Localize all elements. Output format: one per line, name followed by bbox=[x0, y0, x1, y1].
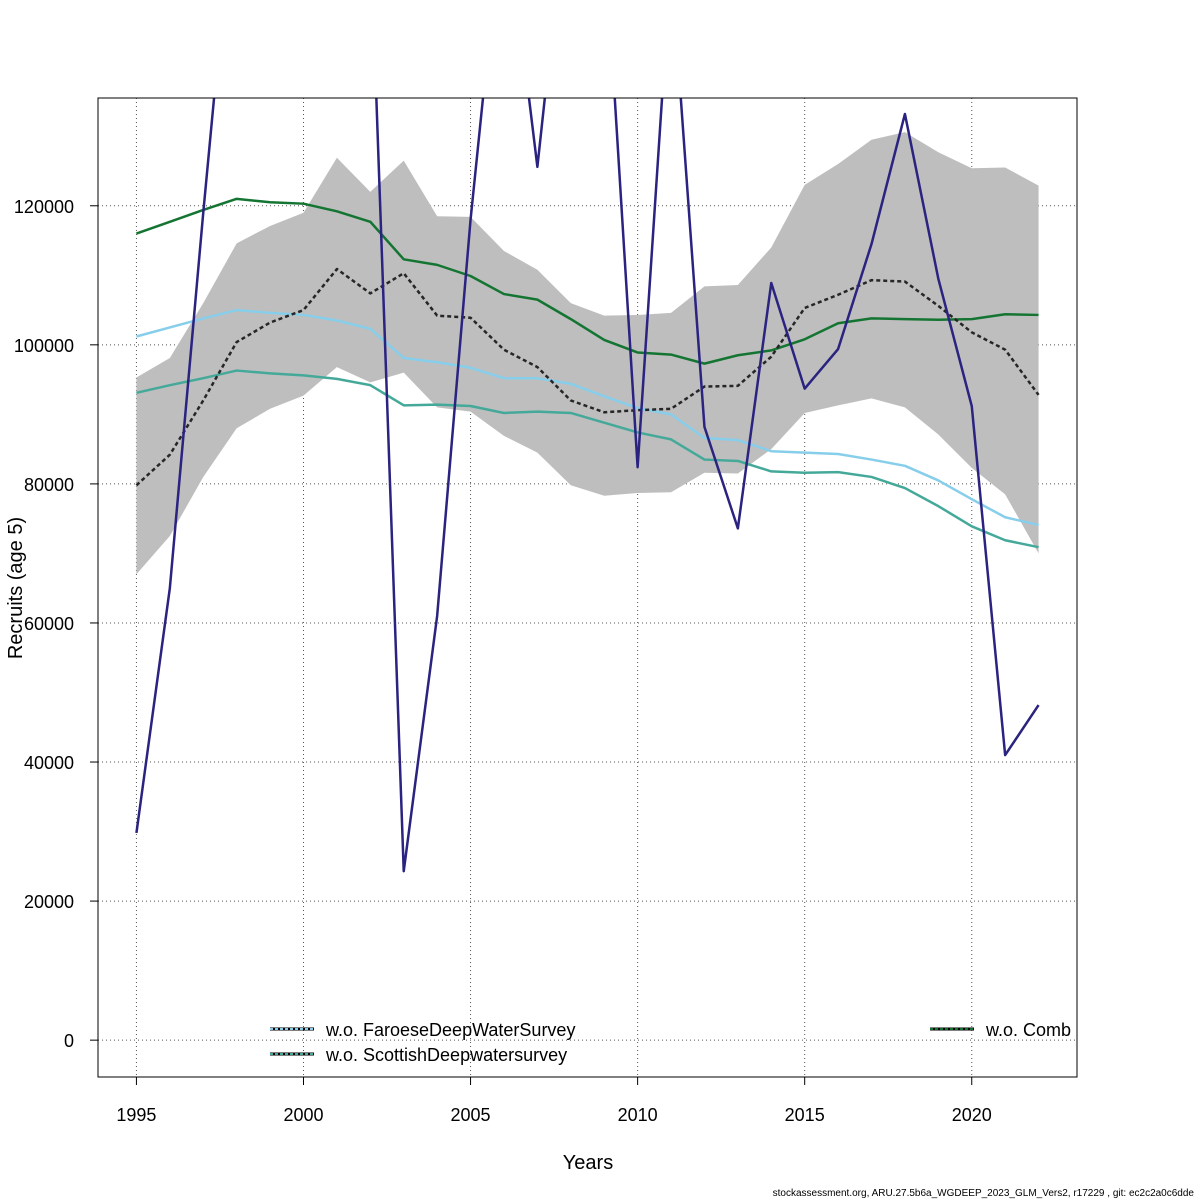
y-tick-label: 0 bbox=[64, 1031, 74, 1051]
y-axis-title: Recruits (age 5) bbox=[5, 517, 27, 659]
series-line-base-run bbox=[135, 267, 1040, 487]
legend-label-scottish: w.o. ScottishDeepwatersurvey bbox=[325, 1045, 567, 1065]
footer-note: stockassessment.org, ARU.27.5b6a_WGDEEP_… bbox=[773, 1188, 1195, 1199]
y-tick-label: 100000 bbox=[14, 336, 74, 356]
confidence-band bbox=[136, 132, 1039, 575]
x-tick-label: 1995 bbox=[116, 1105, 156, 1125]
series-line-w-o-faroesedeepwatersurvey bbox=[136, 308, 1039, 527]
x-tick-label: 2010 bbox=[618, 1105, 658, 1125]
y-tick-label: 60000 bbox=[24, 614, 74, 634]
series-line-w-o-comb bbox=[136, 197, 1039, 365]
y-tick-label: 120000 bbox=[14, 197, 74, 217]
legend: w.o. FaroeseDeepWaterSurvey w.o. Scottis… bbox=[270, 1020, 1071, 1065]
y-tick-label: 40000 bbox=[24, 753, 74, 773]
series-line-w-o-scottishdeepwatersurvey bbox=[136, 369, 1039, 549]
x-tick-label: 2005 bbox=[451, 1105, 491, 1125]
legend-label-faroese: w.o. FaroeseDeepWaterSurvey bbox=[325, 1020, 575, 1040]
plot-frame bbox=[97, 97, 1078, 1078]
series-layer bbox=[135, 98, 1040, 873]
y-tick-label: 20000 bbox=[24, 892, 74, 912]
y-tick-label: 80000 bbox=[24, 475, 74, 495]
series-line-unlabeled bbox=[135, 98, 1040, 873]
confidence-band-layer bbox=[136, 132, 1039, 575]
x-tick-label: 2015 bbox=[785, 1105, 825, 1125]
x-axis-title: Years bbox=[563, 1152, 613, 1174]
legend-label-comb: w.o. Comb bbox=[985, 1020, 1071, 1040]
x-tick-label: 2020 bbox=[952, 1105, 992, 1125]
axes: 1995 2000 2005 2010 2015 2020 0 20000 40000 60000… bbox=[14, 197, 992, 1125]
x-tick-label: 2000 bbox=[283, 1105, 323, 1125]
